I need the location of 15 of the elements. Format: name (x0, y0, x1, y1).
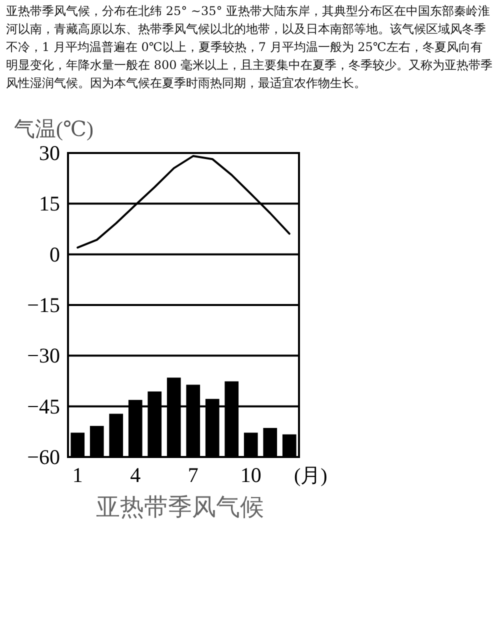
y-tick-label: −45 (27, 394, 60, 418)
y-tick-label: 30 (39, 141, 60, 165)
chart-title: 亚热带季风气候，分布在北纬 25° ~35° 亚热带大陆东岸，其典型分布区在中国东部秦岭淮河以南，青藏高原以东、热带季风气候以北的地带，以及日本南部等地。该气候区域风冬季不冷，1 月平均温普遍在 0℃以上，夏季较热，7 月平均温一般为 25℃左右，冬夏风向有明显变化，年降水量一般在 800 毫米以上，且主要集中在夏季，冬季较少。又称为亚热带季风性湿润气候。因为本气候在夏季时雨热同期，最适宜农作物生长。 (5, 3, 494, 92)
y-tick-label: −15 (27, 293, 60, 317)
text: 亚热带季风气候 (96, 495, 264, 521)
x-axis-title: (月) (294, 465, 328, 487)
y-tick-label: 0 (50, 242, 60, 266)
x-tick-label: 7 (188, 463, 198, 487)
x-tick-label: 10 (240, 463, 262, 487)
y-axis-title: 气温(℃) (14, 117, 94, 141)
x-tick-label: 1 (72, 463, 83, 487)
y-tick-label: −30 (27, 344, 60, 368)
x-tick-label: 4 (130, 463, 142, 487)
y-tick-label: −60 (27, 445, 60, 469)
y-tick-label: 15 (39, 192, 60, 216)
